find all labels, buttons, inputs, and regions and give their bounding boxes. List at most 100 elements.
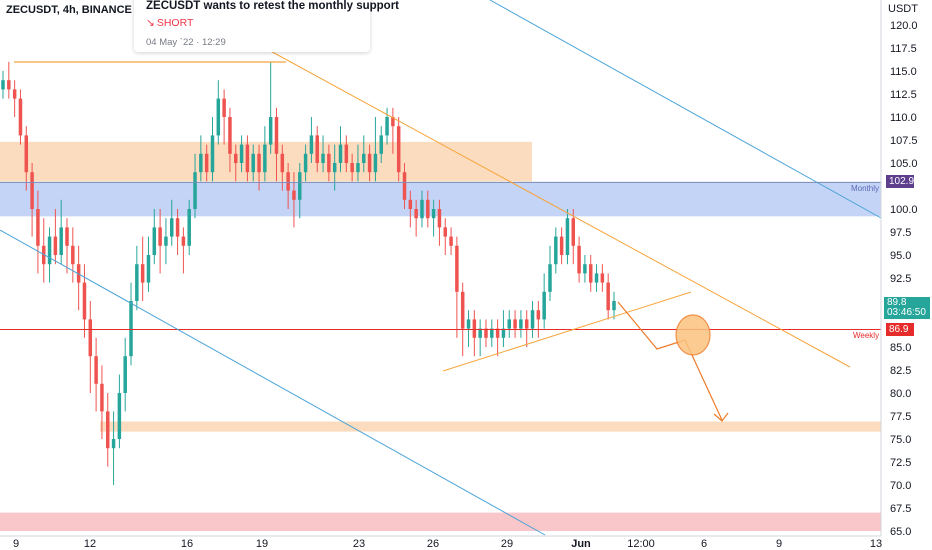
candle <box>542 273 546 329</box>
candle <box>466 310 471 347</box>
price-axis-tick: 110.0 <box>890 112 917 124</box>
candle <box>338 126 343 173</box>
candle <box>158 209 162 274</box>
time-axis-tick: 6 <box>701 538 707 550</box>
candle-body <box>36 209 40 246</box>
candle <box>140 236 145 301</box>
candle-body <box>373 153 378 173</box>
candle-body <box>129 301 133 357</box>
retest-circle <box>675 314 711 356</box>
candle-body <box>542 291 546 320</box>
candle-body <box>594 273 599 283</box>
candle <box>536 301 541 338</box>
candle <box>47 227 52 283</box>
candle <box>135 245 139 311</box>
candle <box>606 273 610 320</box>
candle-body <box>414 209 418 219</box>
candle <box>175 209 180 255</box>
candle <box>513 310 517 338</box>
idea-signal: ↘ SHORT <box>146 17 358 29</box>
candle <box>548 245 552 301</box>
candle-body <box>199 153 203 173</box>
candle-body <box>251 153 255 173</box>
zone-red-3 <box>0 512 881 531</box>
candle <box>146 236 151 292</box>
candle-body <box>513 319 517 329</box>
candle <box>280 144 285 191</box>
candle <box>588 255 593 292</box>
candle-body <box>455 245 459 292</box>
candle-body <box>379 135 383 154</box>
candle <box>309 117 314 163</box>
candle-body <box>408 199 413 209</box>
price-axis-tick: 120.0 <box>890 20 918 32</box>
time-axis-tick: 26 <box>427 538 439 550</box>
channel-upper-line <box>489 0 882 219</box>
candle-body <box>449 236 453 246</box>
candle <box>402 163 407 209</box>
candle-body <box>571 218 576 246</box>
candles-layer <box>1 61 616 485</box>
last-price-tag: 89.8 03:46:50 <box>884 297 930 319</box>
candle <box>251 144 255 182</box>
candle <box>571 209 576 265</box>
candle <box>123 337 127 412</box>
symbol-title[interactable]: ZECUSDT, 4h, BINANCE <box>0 0 132 20</box>
candle <box>187 199 191 255</box>
candle-body <box>53 236 58 255</box>
candle-body <box>478 328 482 338</box>
candle-body <box>420 199 424 219</box>
candle <box>71 227 75 283</box>
price-axis-tick: 100.0 <box>890 204 918 216</box>
candle-body <box>385 117 389 136</box>
candle <box>105 393 110 467</box>
candle <box>53 209 58 265</box>
weekly-level-label: Weekly <box>853 331 880 340</box>
price-axis-tick: 67.5 <box>890 503 911 515</box>
time-axis-tick: 9 <box>776 538 782 550</box>
idea-card[interactable]: ZECUSDT wants to retest the monthly supp… <box>134 0 400 52</box>
monthly-level-label: Monthly <box>851 184 880 193</box>
drawings-layer <box>0 0 882 536</box>
candle-body <box>175 218 180 237</box>
candle-body <box>548 264 552 292</box>
candle <box>600 264 605 292</box>
candle <box>111 411 116 485</box>
candle-body <box>263 144 267 173</box>
candle-body <box>245 144 250 173</box>
candle <box>315 126 319 173</box>
candle-body <box>362 153 366 163</box>
candle-body <box>298 172 302 200</box>
candle <box>292 172 296 228</box>
candle <box>367 144 372 182</box>
candle-body <box>152 227 157 255</box>
time-axis-tick: 12 <box>84 538 96 550</box>
candle-body <box>7 80 11 90</box>
candle-body <box>501 328 506 338</box>
candle <box>18 89 23 145</box>
candle <box>332 144 337 191</box>
candle-body <box>181 236 186 246</box>
price-axis-tick: 75.0 <box>890 434 911 446</box>
candle <box>36 190 40 274</box>
candle-body <box>495 328 500 338</box>
candle-body <box>257 153 261 173</box>
time-axis-tick: 16 <box>181 538 193 550</box>
price-axis-tick: 82.5 <box>890 365 911 377</box>
price-axis-currency: USDT <box>888 3 918 15</box>
candle-body <box>47 236 52 265</box>
candle-body <box>437 209 442 228</box>
candle <box>455 236 459 338</box>
monthly-price-tag: 102.9 <box>886 175 914 188</box>
candle-body <box>536 310 541 320</box>
idea-title[interactable]: ZECUSDT wants to retest the monthly supp… <box>146 0 400 12</box>
time-axis-tick: 19 <box>256 538 268 550</box>
projection-arrowhead <box>713 412 729 422</box>
candle-body <box>292 190 296 200</box>
last-price-value: 89.8 <box>887 297 907 308</box>
price-axis-tick: 105.0 <box>890 158 918 170</box>
candle <box>443 218 447 255</box>
candle-body <box>426 199 430 219</box>
candle-body <box>210 135 215 173</box>
